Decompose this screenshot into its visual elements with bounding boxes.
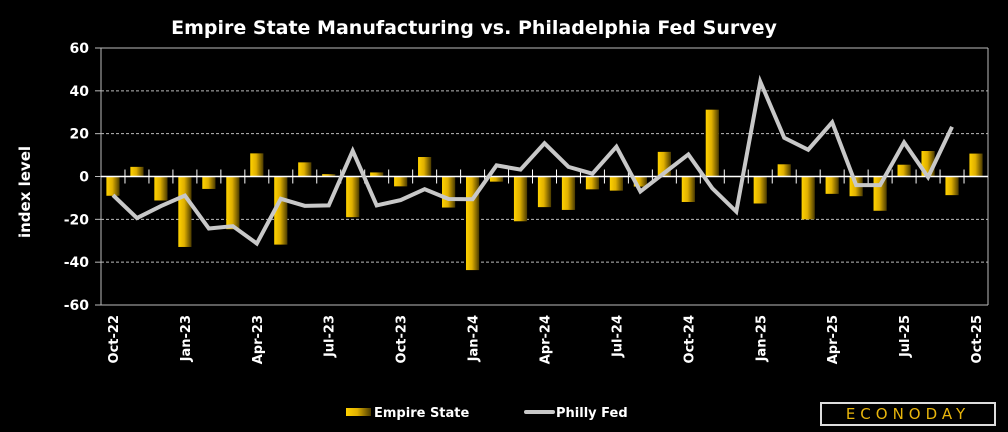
- bar-empire-state: [274, 176, 288, 245]
- legend-swatch-empire-state: [346, 408, 371, 416]
- bar-empire-state: [106, 176, 120, 196]
- bar-empire-state: [969, 153, 983, 177]
- x-tick-label: Apr-24: [539, 315, 554, 364]
- bar-empire-state: [442, 176, 456, 208]
- bar-empire-state: [322, 174, 336, 177]
- bar-empire-state: [897, 164, 911, 177]
- x-tick-label: Jan-24: [467, 315, 482, 362]
- x-axis-tick-labels: Oct-22 Jan-23 Apr-23 Jul-23 Oct-23 Jan-24 Apr-…: [107, 315, 985, 364]
- bar-empire-state: [418, 157, 432, 177]
- bar-empire-state: [537, 176, 552, 208]
- y-axis-label: index level: [16, 146, 34, 238]
- bar-empire-state: [945, 176, 959, 196]
- legend: Empire State Philly Fed: [346, 406, 628, 421]
- bar-empire-state: [609, 176, 624, 191]
- logo-text: ECONODAY: [845, 405, 971, 423]
- y-tick-label: 40: [70, 84, 90, 100]
- bar-empire-state: [250, 153, 264, 177]
- x-tick-label: Apr-25: [826, 315, 841, 364]
- bar-empire-state: [633, 176, 647, 187]
- bar-empire-state: [561, 176, 576, 210]
- line-philly-fed: [111, 74, 954, 247]
- bar-empire-state: [202, 176, 216, 189]
- bar-empire-state: [394, 176, 408, 187]
- y-axis-ticks: -60 -40 -20 0 20 40 60: [64, 41, 101, 314]
- x-tick-label: Jul-23: [323, 315, 338, 358]
- bar-empire-state: [777, 164, 791, 177]
- y-tick-label: 0: [79, 170, 89, 186]
- x-tick-label: Jul-25: [898, 315, 913, 358]
- chart-title: Empire State Manufacturing vs. Philadelp…: [171, 17, 777, 39]
- legend-label-philly-fed: Philly Fed: [556, 406, 628, 421]
- bar-empire-state: [705, 109, 719, 177]
- x-tick-label: Oct-22: [107, 315, 122, 363]
- y-tick-label: 20: [70, 127, 90, 143]
- bar-empire-state: [825, 176, 839, 194]
- bar-empire-state: [681, 176, 695, 202]
- x-tick-label: Oct-24: [682, 315, 697, 363]
- bar-empire-state: [585, 176, 600, 190]
- bar-empire-state: [130, 166, 144, 177]
- bar-empire-state: [801, 176, 815, 220]
- y-tick-label: 60: [70, 41, 90, 57]
- bar-empire-state: [154, 176, 168, 201]
- x-tick-label: Oct-25: [970, 315, 985, 363]
- bar-empire-state: [346, 176, 360, 218]
- bar-empire-state: [298, 162, 312, 177]
- philly-fed-line-group: [111, 74, 954, 247]
- bar-empire-state: [753, 176, 767, 204]
- y-tick-label: -60: [64, 298, 90, 314]
- y-tick-label: -20: [64, 212, 90, 228]
- econoday-logo: ECONODAY: [820, 402, 996, 426]
- bar-empire-state: [370, 172, 384, 177]
- legend-label-empire-state: Empire State: [374, 406, 470, 421]
- bar-empire-state: [178, 176, 192, 247]
- x-tick-label: Jan-25: [754, 315, 769, 362]
- bar-empire-state: [226, 176, 240, 230]
- y-tick-label: -40: [64, 255, 90, 271]
- x-tick-label: Oct-23: [395, 315, 410, 363]
- x-tick-label: Apr-23: [251, 315, 266, 364]
- bar-empire-state: [489, 176, 504, 182]
- x-tick-label: Jan-23: [179, 315, 194, 362]
- bar-empire-state: [513, 176, 528, 222]
- x-tick-label: Jul-24: [610, 315, 625, 358]
